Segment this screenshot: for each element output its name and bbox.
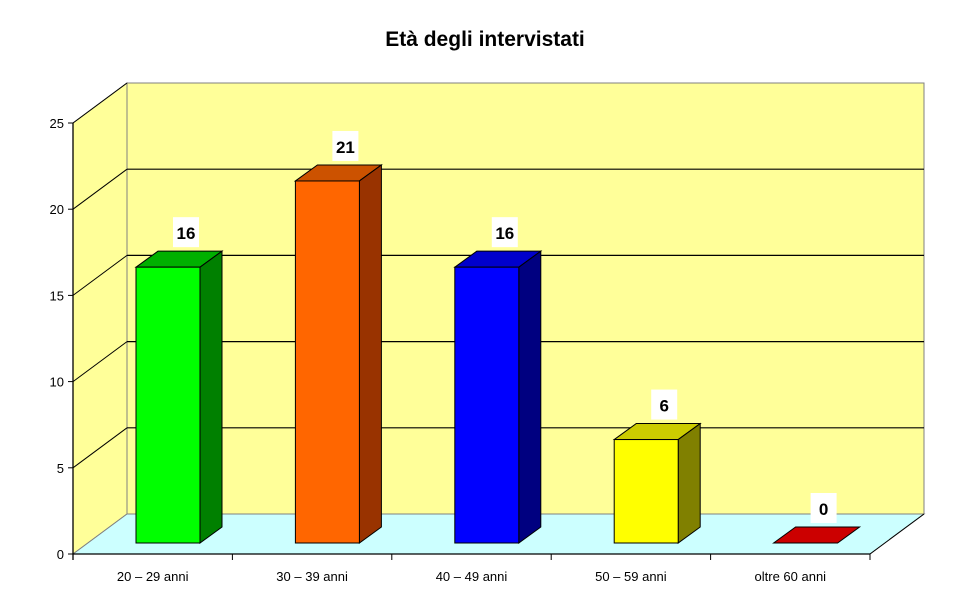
value-label-bg: [651, 389, 678, 420]
category-label: 40 – 49 anni: [436, 569, 508, 584]
y-tick-label: 10: [50, 375, 64, 390]
bar: [453, 250, 543, 544]
bar-side: [518, 250, 542, 544]
category-label: 20 – 29 anni: [117, 569, 189, 584]
bar: [293, 163, 383, 544]
bars: [134, 163, 862, 544]
chart-title: Età degli intervistati: [385, 28, 585, 51]
value-label-bg: [332, 130, 359, 161]
bar-front: [613, 439, 679, 544]
value-label: 0: [819, 500, 828, 519]
category-label: 50 – 59 anni: [595, 569, 667, 584]
gridline-side: [72, 427, 128, 469]
value-label: 6: [659, 397, 668, 416]
axes: 0 5 10 15 20 25 20 – 29 anni 30 – 39 anni 40 – 4…: [50, 116, 925, 584]
gridline-side: [72, 254, 128, 296]
gridline-side: [72, 168, 128, 210]
bar-front: [135, 266, 201, 544]
labels: 16 21 16 6 0: [173, 130, 837, 523]
bar-front: [294, 180, 360, 544]
y-tick-label: 15: [50, 288, 64, 303]
value-label: 16: [177, 224, 196, 243]
category-label: oltre 60 anni: [755, 569, 827, 584]
bar-side: [677, 422, 701, 544]
y-tick-label: 20: [50, 202, 64, 217]
bar-side: [358, 163, 382, 544]
bar: [134, 250, 224, 544]
bar: [772, 526, 862, 544]
value-label: 16: [495, 224, 514, 243]
value-label-bg: [810, 493, 837, 523]
category-label: 30 – 39 anni: [276, 569, 348, 584]
floor-edge: [869, 513, 925, 555]
bar-top: [772, 526, 862, 544]
value-label-bg: [173, 217, 199, 248]
bar-side: [199, 250, 223, 544]
y-tick-label: 25: [50, 116, 64, 131]
bar: [612, 422, 702, 544]
value-label-bg: [491, 217, 518, 248]
gridline-side: [72, 82, 128, 124]
y-tick-label: 0: [57, 547, 64, 562]
value-label: 21: [336, 138, 355, 157]
side-wall: [72, 82, 128, 555]
gridline-side: [72, 341, 128, 383]
bar-front: [454, 266, 520, 544]
y-tick-label: 5: [57, 461, 64, 476]
